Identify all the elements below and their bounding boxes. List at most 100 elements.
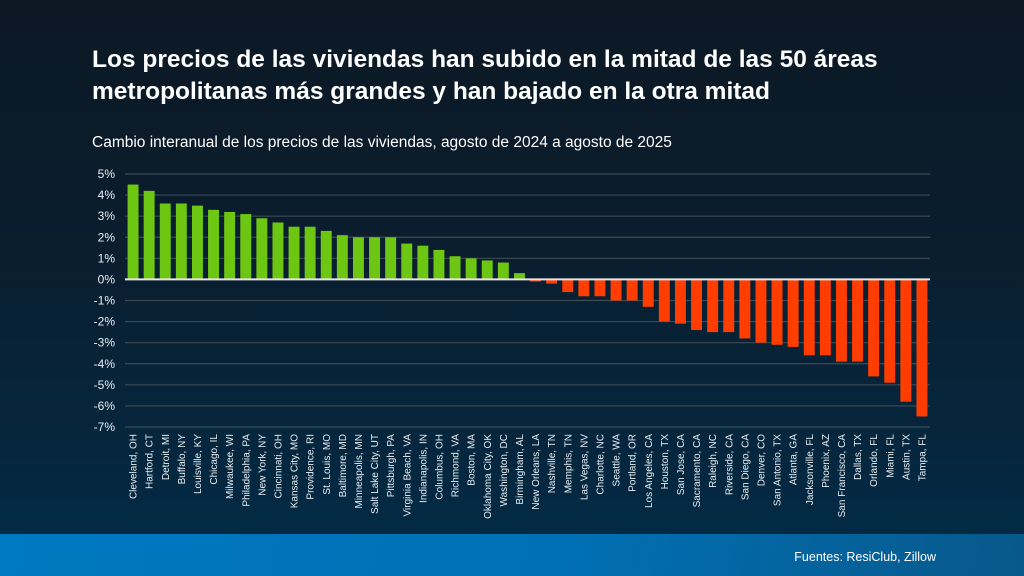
x-category-label: Charlotte, NC xyxy=(595,434,606,495)
x-category-label: Atlanta, GA xyxy=(789,434,800,485)
bar xyxy=(594,279,606,297)
x-category-label: San Diego, CA xyxy=(740,434,751,500)
bar xyxy=(433,249,445,280)
bar xyxy=(288,226,300,280)
x-category-label: Milwaukee, WI xyxy=(225,434,236,499)
x-category-label: Las Vegas, NV xyxy=(579,434,590,500)
x-category-label: Los Angeles, CA xyxy=(644,434,655,508)
bar xyxy=(852,279,864,362)
x-category-label: Philadelphia, PA xyxy=(241,434,252,507)
bar xyxy=(835,279,847,362)
bar xyxy=(497,262,509,280)
source-note: Fuentes: ResiClub, Zillow xyxy=(794,550,936,564)
bar xyxy=(401,243,413,280)
x-category-label: Pittsburgh, PA xyxy=(386,434,397,498)
bar xyxy=(191,205,203,280)
bar xyxy=(385,237,397,280)
x-category-label: Washington, DC xyxy=(499,434,510,506)
bar xyxy=(546,279,558,284)
bar xyxy=(723,279,735,333)
x-category-label: Cleveland, OH xyxy=(129,434,140,499)
x-category-label: Houston, TX xyxy=(660,434,671,490)
x-category-label: Jacksonville, FL xyxy=(805,434,816,506)
bar xyxy=(771,279,783,345)
x-category-label: Buffalo, NY xyxy=(177,434,188,485)
bars xyxy=(127,184,928,417)
y-axis-tick-labels: 5% 4% 3% 2% 1% 0% -1% -2% -3% -4% -5% -6% -7% xyxy=(94,167,116,434)
x-category-label: Austin, TX xyxy=(901,434,912,480)
bar xyxy=(513,273,525,280)
bar xyxy=(658,279,670,322)
bar xyxy=(610,279,622,301)
bar xyxy=(819,279,831,356)
x-category-label: Portland, OR xyxy=(628,434,639,492)
y-tick-label: -7% xyxy=(94,420,116,434)
bar xyxy=(787,279,799,347)
x-category-label: Orlando, FL xyxy=(869,434,880,487)
bar xyxy=(304,226,316,280)
bar xyxy=(208,209,220,280)
x-category-label: Kansas City, MO xyxy=(290,434,301,508)
x-category-label: San Francisco, CA xyxy=(837,434,848,518)
x-category-label: Columbus, OH xyxy=(434,434,445,500)
bar xyxy=(900,279,912,402)
x-category-label: New York, NY xyxy=(257,434,268,496)
x-category-label: Indianapolis, IN xyxy=(418,434,429,503)
y-tick-label: 5% xyxy=(98,167,116,181)
x-category-label: Memphis, TN xyxy=(563,434,574,493)
bar xyxy=(320,230,332,280)
bar xyxy=(755,279,767,343)
x-category-label: Louisville, KY xyxy=(193,434,204,494)
bar xyxy=(739,279,751,339)
x-category-label: Raleigh, NC xyxy=(708,434,719,488)
y-tick-label: 0% xyxy=(98,272,116,286)
bar xyxy=(224,211,236,280)
x-category-label: Cincinnati, OH xyxy=(273,434,284,498)
x-category-label: Providence, RI xyxy=(306,434,317,500)
y-tick-label: 1% xyxy=(98,251,116,265)
bar xyxy=(562,279,574,293)
bar xyxy=(143,190,155,280)
bar xyxy=(175,203,187,280)
bar xyxy=(916,279,928,417)
y-tick-label: -4% xyxy=(94,357,116,371)
bar xyxy=(369,237,381,280)
bar xyxy=(465,258,477,280)
bar xyxy=(240,214,252,280)
bar xyxy=(884,279,896,383)
y-tick-label: -1% xyxy=(94,294,116,308)
x-category-label: Boston, MA xyxy=(467,434,478,486)
x-category-label: Richmond, VA xyxy=(451,434,462,498)
x-category-label: Tampa, FL xyxy=(917,434,928,482)
x-category-label: New Orleans, LA xyxy=(531,434,542,510)
bar xyxy=(272,222,284,280)
bar xyxy=(417,245,429,280)
bar xyxy=(674,279,686,324)
x-category-label: Baltimore, MD xyxy=(338,434,349,497)
y-tick-label: 2% xyxy=(98,230,116,244)
bar xyxy=(449,256,461,280)
y-tick-label: -5% xyxy=(94,378,116,392)
x-category-label: Virginia Beach, VA xyxy=(402,434,413,517)
y-tick-label: -2% xyxy=(94,315,116,329)
chart-title: Los precios de las viviendas han subido … xyxy=(92,46,878,105)
bar xyxy=(530,279,542,282)
x-category-label: Sacramento, CA xyxy=(692,434,703,508)
bar xyxy=(626,279,638,301)
bar xyxy=(691,279,703,331)
x-category-label: Seattle, WA xyxy=(612,434,623,487)
x-category-label: St. Louis, MO xyxy=(322,434,333,495)
x-category-label: Nashville, TN xyxy=(547,434,558,493)
bar xyxy=(868,279,880,377)
bar xyxy=(578,279,590,297)
x-category-label: Detroit, MI xyxy=(161,434,172,480)
footer-band: Fuentes: ResiClub, Zillow xyxy=(0,534,1024,576)
x-category-label: Denver, CO xyxy=(756,434,767,486)
x-category-label: San Antonio, TX xyxy=(773,434,784,506)
x-category-label: Birmingham, AL xyxy=(515,434,526,505)
x-category-label: Phoenix, AZ xyxy=(821,434,832,488)
chart-subtitle: Cambio interanual de los precios de las … xyxy=(92,134,672,151)
x-category-label: Miami, FL xyxy=(885,434,896,478)
y-tick-label: -6% xyxy=(94,399,116,413)
x-axis-category-labels: Cleveland, OH Hartford, CT Detroit, MI Buff… xyxy=(129,434,929,519)
